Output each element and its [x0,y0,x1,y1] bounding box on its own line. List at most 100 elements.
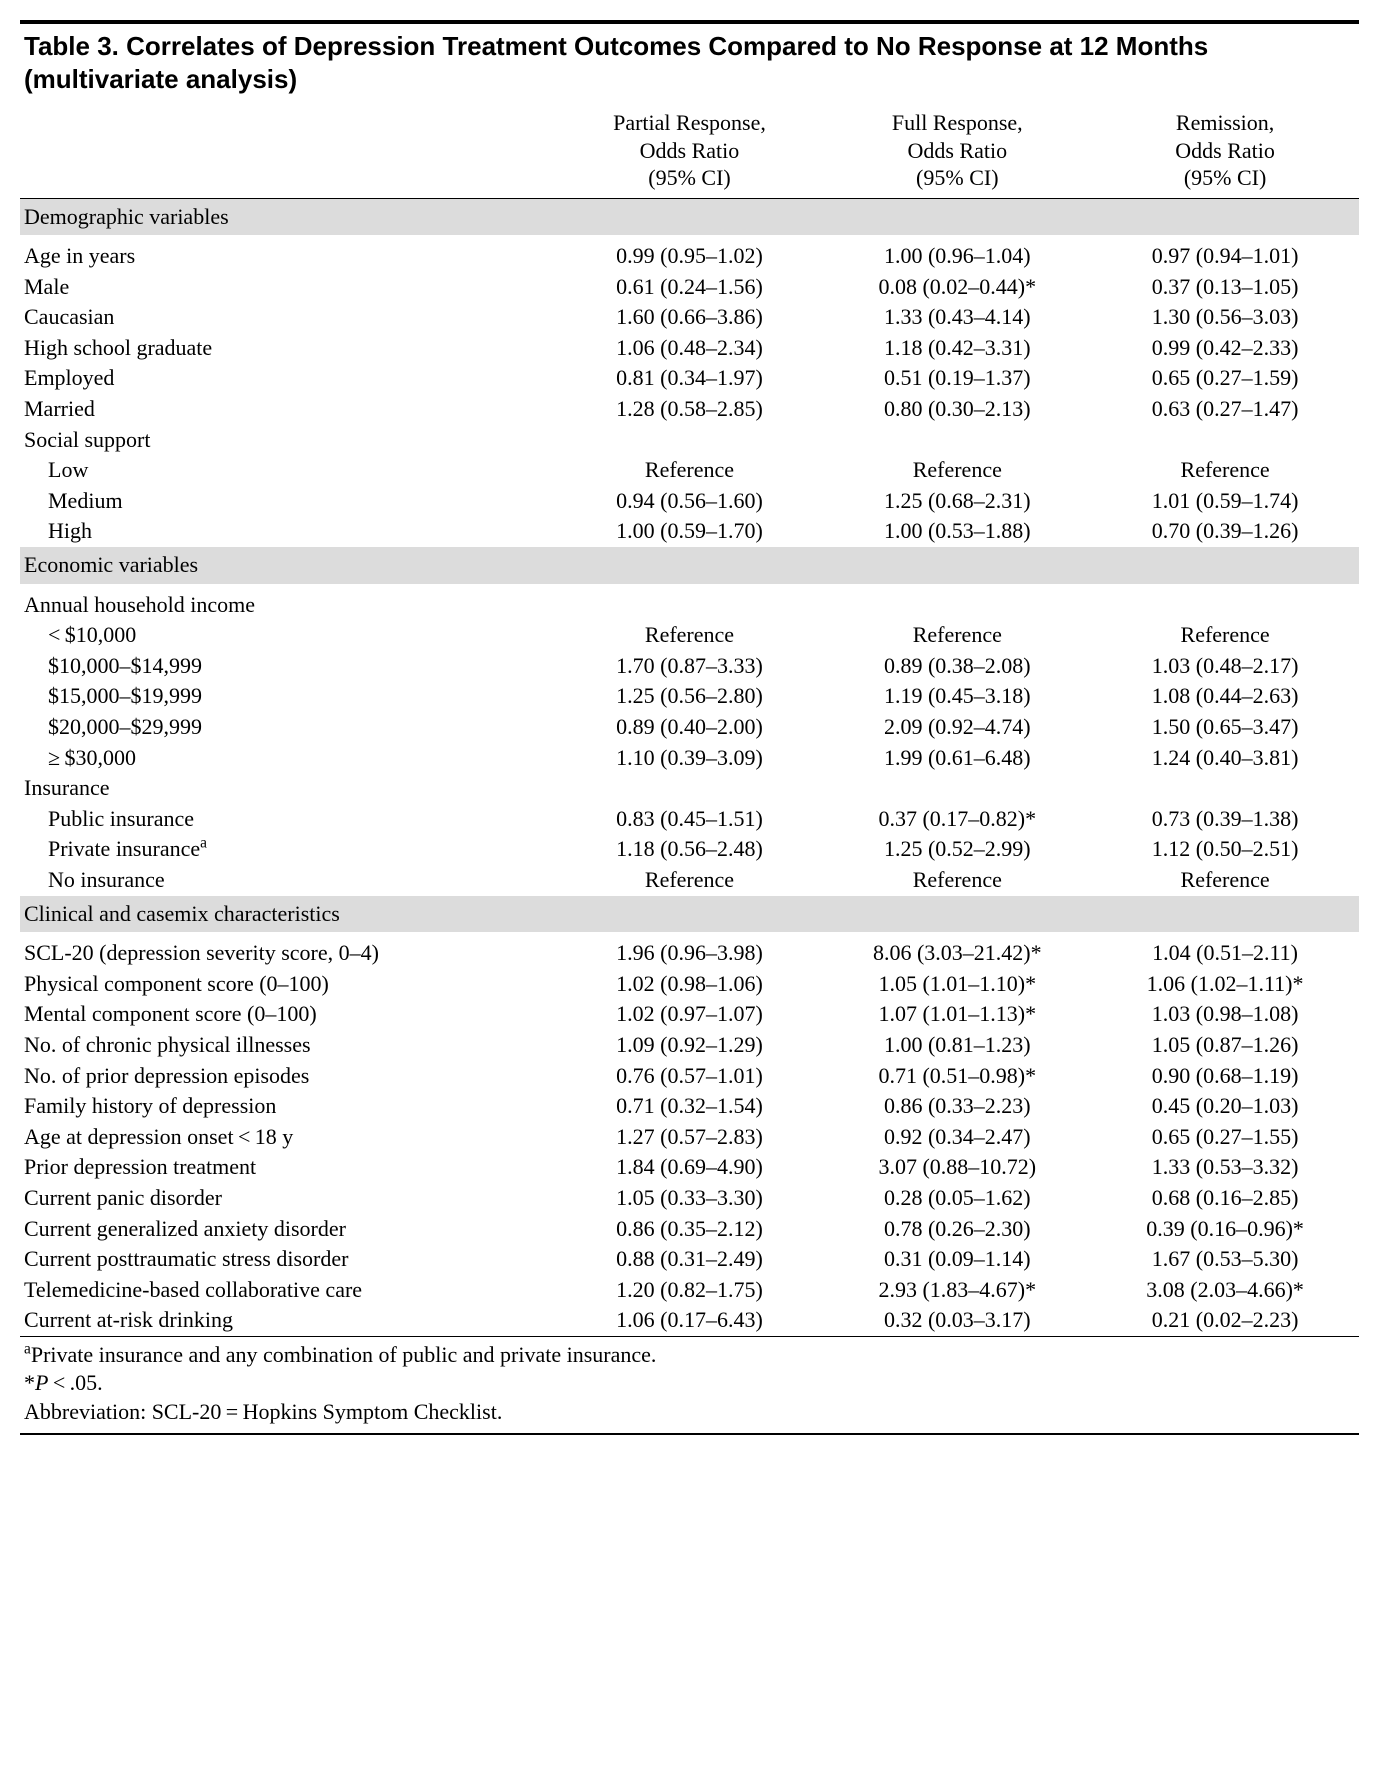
table-row: No. of prior depression episodes0.76 (0.… [20,1061,1359,1092]
row-label: Current panic disorder [20,1183,556,1214]
cell-value: Reference [1091,455,1359,486]
cell-value: 1.00 (0.59–1.70) [556,516,824,547]
cell-value: 0.65 (0.27–1.55) [1091,1122,1359,1153]
row-label: Married [20,394,556,425]
table-row: Public insurance0.83 (0.45–1.51)0.37 (0.… [20,804,1359,835]
col-header-partial: Partial Response, Odds Ratio (95% CI) [556,101,824,198]
cell-value: 0.37 (0.13–1.05) [1091,272,1359,303]
cell-value: 0.61 (0.24–1.56) [556,272,824,303]
cell-value: 1.96 (0.96–3.98) [556,938,824,969]
cell-value: Reference [556,620,824,651]
row-label: No insurance [20,865,556,896]
cell-value: 1.10 (0.39–3.09) [556,743,824,774]
row-label: Mental component score (0–100) [20,999,556,1030]
cell-value: 0.83 (0.45–1.51) [556,804,824,835]
cell-value: 1.09 (0.92–1.29) [556,1030,824,1061]
table-row: No insuranceReferenceReferenceReference [20,865,1359,896]
row-label: Caucasian [20,302,556,333]
cell-value: 1.06 (1.02–1.11)* [1091,969,1359,1000]
cell-value: 1.08 (0.44–2.63) [1091,681,1359,712]
table-row: Current posttraumatic stress disorder0.8… [20,1244,1359,1275]
table-row: Current panic disorder1.05 (0.33–3.30)0.… [20,1183,1359,1214]
row-label: High [20,516,556,547]
table-row: No. of chronic physical illnesses1.09 (0… [20,1030,1359,1061]
cell-value [1091,590,1359,621]
table-row: Annual household income [20,590,1359,621]
table-row: $15,000–$19,9991.25 (0.56–2.80)1.19 (0.4… [20,681,1359,712]
cell-value: 1.12 (0.50–2.51) [1091,834,1359,865]
row-label: Employed [20,363,556,394]
cell-value: 0.86 (0.35–2.12) [556,1214,824,1245]
cell-value: 0.97 (0.94–1.01) [1091,241,1359,272]
row-label: High school graduate [20,333,556,364]
cell-value: 3.08 (2.03–4.66)* [1091,1275,1359,1306]
cell-value: 1.99 (0.61–6.48) [823,743,1091,774]
row-label: Public insurance [20,804,556,835]
cell-value: 1.33 (0.43–4.14) [823,302,1091,333]
table-row: Employed0.81 (0.34–1.97)0.51 (0.19–1.37)… [20,363,1359,394]
cell-value: Reference [1091,865,1359,896]
cell-value: 1.06 (0.17–6.43) [556,1305,824,1336]
row-label: Private insurancea [20,834,556,865]
cell-value: 2.09 (0.92–4.74) [823,712,1091,743]
cell-value: 0.45 (0.20–1.03) [1091,1091,1359,1122]
cell-value: Reference [823,865,1091,896]
cell-value: 0.37 (0.17–0.82)* [823,804,1091,835]
cell-value: 1.19 (0.45–3.18) [823,681,1091,712]
cell-value: 1.28 (0.58–2.85) [556,394,824,425]
table-row: Economic variables [20,547,1359,584]
cell-value: 1.03 (0.98–1.08) [1091,999,1359,1030]
cell-value: 0.86 (0.33–2.23) [823,1091,1091,1122]
cell-value [556,773,824,804]
table-row: LowReferenceReferenceReference [20,455,1359,486]
table-row: Physical component score (0–100)1.02 (0.… [20,969,1359,1000]
cell-value: 0.32 (0.03–3.17) [823,1305,1091,1336]
cell-value: 0.81 (0.34–1.97) [556,363,824,394]
cell-value: 1.00 (0.53–1.88) [823,516,1091,547]
cell-value: 0.65 (0.27–1.59) [1091,363,1359,394]
cell-value: Reference [823,620,1091,651]
table-row: Social support [20,425,1359,456]
row-label: Social support [20,425,556,456]
col-header-remission: Remission, Odds Ratio (95% CI) [1091,101,1359,198]
cell-value: 1.07 (1.01–1.13)* [823,999,1091,1030]
table-row: Caucasian1.60 (0.66–3.86)1.33 (0.43–4.14… [20,302,1359,333]
cell-value: 1.25 (0.68–2.31) [823,486,1091,517]
row-label: SCL-20 (depression severity score, 0–4) [20,938,556,969]
cell-value: 0.51 (0.19–1.37) [823,363,1091,394]
cell-value: 1.02 (0.98–1.06) [556,969,824,1000]
row-label: Age in years [20,241,556,272]
row-label: Current generalized anxiety disorder [20,1214,556,1245]
table-row: Prior depression treatment1.84 (0.69–4.9… [20,1152,1359,1183]
cell-value: 0.68 (0.16–2.85) [1091,1183,1359,1214]
cell-value: 0.71 (0.32–1.54) [556,1091,824,1122]
cell-value [823,773,1091,804]
row-label: $15,000–$19,999 [20,681,556,712]
cell-value: 1.27 (0.57–2.83) [556,1122,824,1153]
table-row: Private insurancea1.18 (0.56–2.48)1.25 (… [20,834,1359,865]
cell-value: 1.67 (0.53–5.30) [1091,1244,1359,1275]
table-row: Current at-risk drinking1.06 (0.17–6.43)… [20,1305,1359,1336]
row-label: Physical component score (0–100) [20,969,556,1000]
table-body: Demographic variables Age in years 0.99 (0… [20,198,1359,1336]
cell-value: 0.89 (0.38–2.08) [823,651,1091,682]
row-label: Prior depression treatment [20,1152,556,1183]
cell-value: 0.89 (0.40–2.00) [556,712,824,743]
cell-value: 0.80 (0.30–2.13) [823,394,1091,425]
cell-value: 0.08 (0.02–0.44)* [823,272,1091,303]
table-row: Insurance [20,773,1359,804]
cell-value: 0.71 (0.51–0.98)* [823,1061,1091,1092]
cell-value: 1.18 (0.42–3.31) [823,333,1091,364]
cell-value: 0.94 (0.56–1.60) [556,486,824,517]
table-row: $20,000–$29,9990.89 (0.40–2.00)2.09 (0.9… [20,712,1359,743]
cell-value: 1.70 (0.87–3.33) [556,651,824,682]
footnote-abbr: Abbreviation: SCL-20 = Hopkins Symptom C… [24,1398,1355,1427]
table-row: Demographic variables [20,198,1359,235]
cell-value: 0.99 (0.42–2.33) [1091,333,1359,364]
table-row: Age at depression onset < 18 y1.27 (0.57… [20,1122,1359,1153]
section-header: Clinical and casemix characteristics [20,896,1359,933]
cell-value: Reference [1091,620,1359,651]
cell-value: 0.92 (0.34–2.47) [823,1122,1091,1153]
cell-value: Reference [556,865,824,896]
row-label: Age at depression onset < 18 y [20,1122,556,1153]
